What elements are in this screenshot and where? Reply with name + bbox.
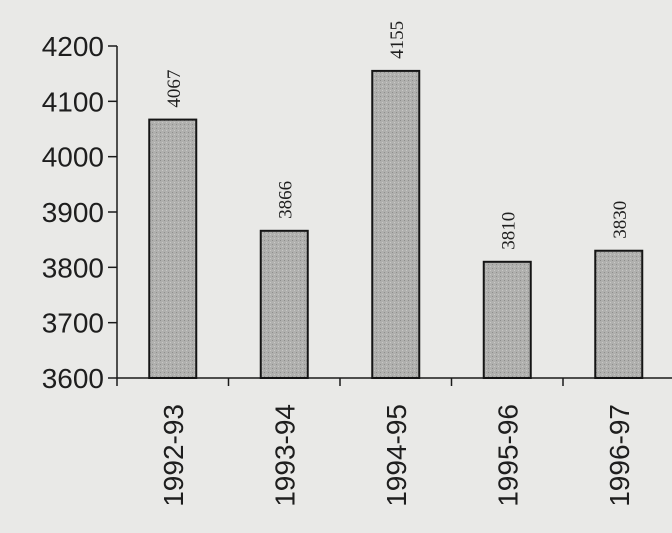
- data-label: 4067: [164, 70, 185, 108]
- x-tick-label: 1996-97: [604, 404, 635, 507]
- x-tick-label: 1992-93: [158, 404, 189, 507]
- data-label: 4155: [387, 21, 408, 59]
- x-tick-label: 1995-96: [492, 404, 523, 507]
- y-tick-label: 3600: [42, 363, 104, 394]
- y-tick-label: 3800: [42, 252, 104, 283]
- bar-1993-94: [259, 229, 309, 379]
- x-tick-label: 1993-94: [269, 404, 300, 507]
- y-tick-label: 3900: [42, 197, 104, 228]
- y-tick-label: 3700: [42, 308, 104, 339]
- x-tick-label: 1994-95: [381, 404, 412, 507]
- y-tick-label: 4000: [42, 142, 104, 173]
- bar-1992-93: [148, 118, 198, 380]
- bar-1994-95: [371, 69, 421, 380]
- y-tick-label: 4100: [42, 86, 104, 117]
- bar-1996-97: [594, 249, 644, 380]
- plot-area: 4200 4100 4000 3900 3800 3700 3600 4067 1992-93 3…: [42, 21, 672, 507]
- data-label: 3810: [498, 212, 519, 250]
- data-label: 3866: [275, 181, 296, 219]
- data-label: 3830: [610, 201, 631, 239]
- bar-1995-96: [482, 260, 532, 379]
- y-tick-label: 4200: [42, 31, 104, 62]
